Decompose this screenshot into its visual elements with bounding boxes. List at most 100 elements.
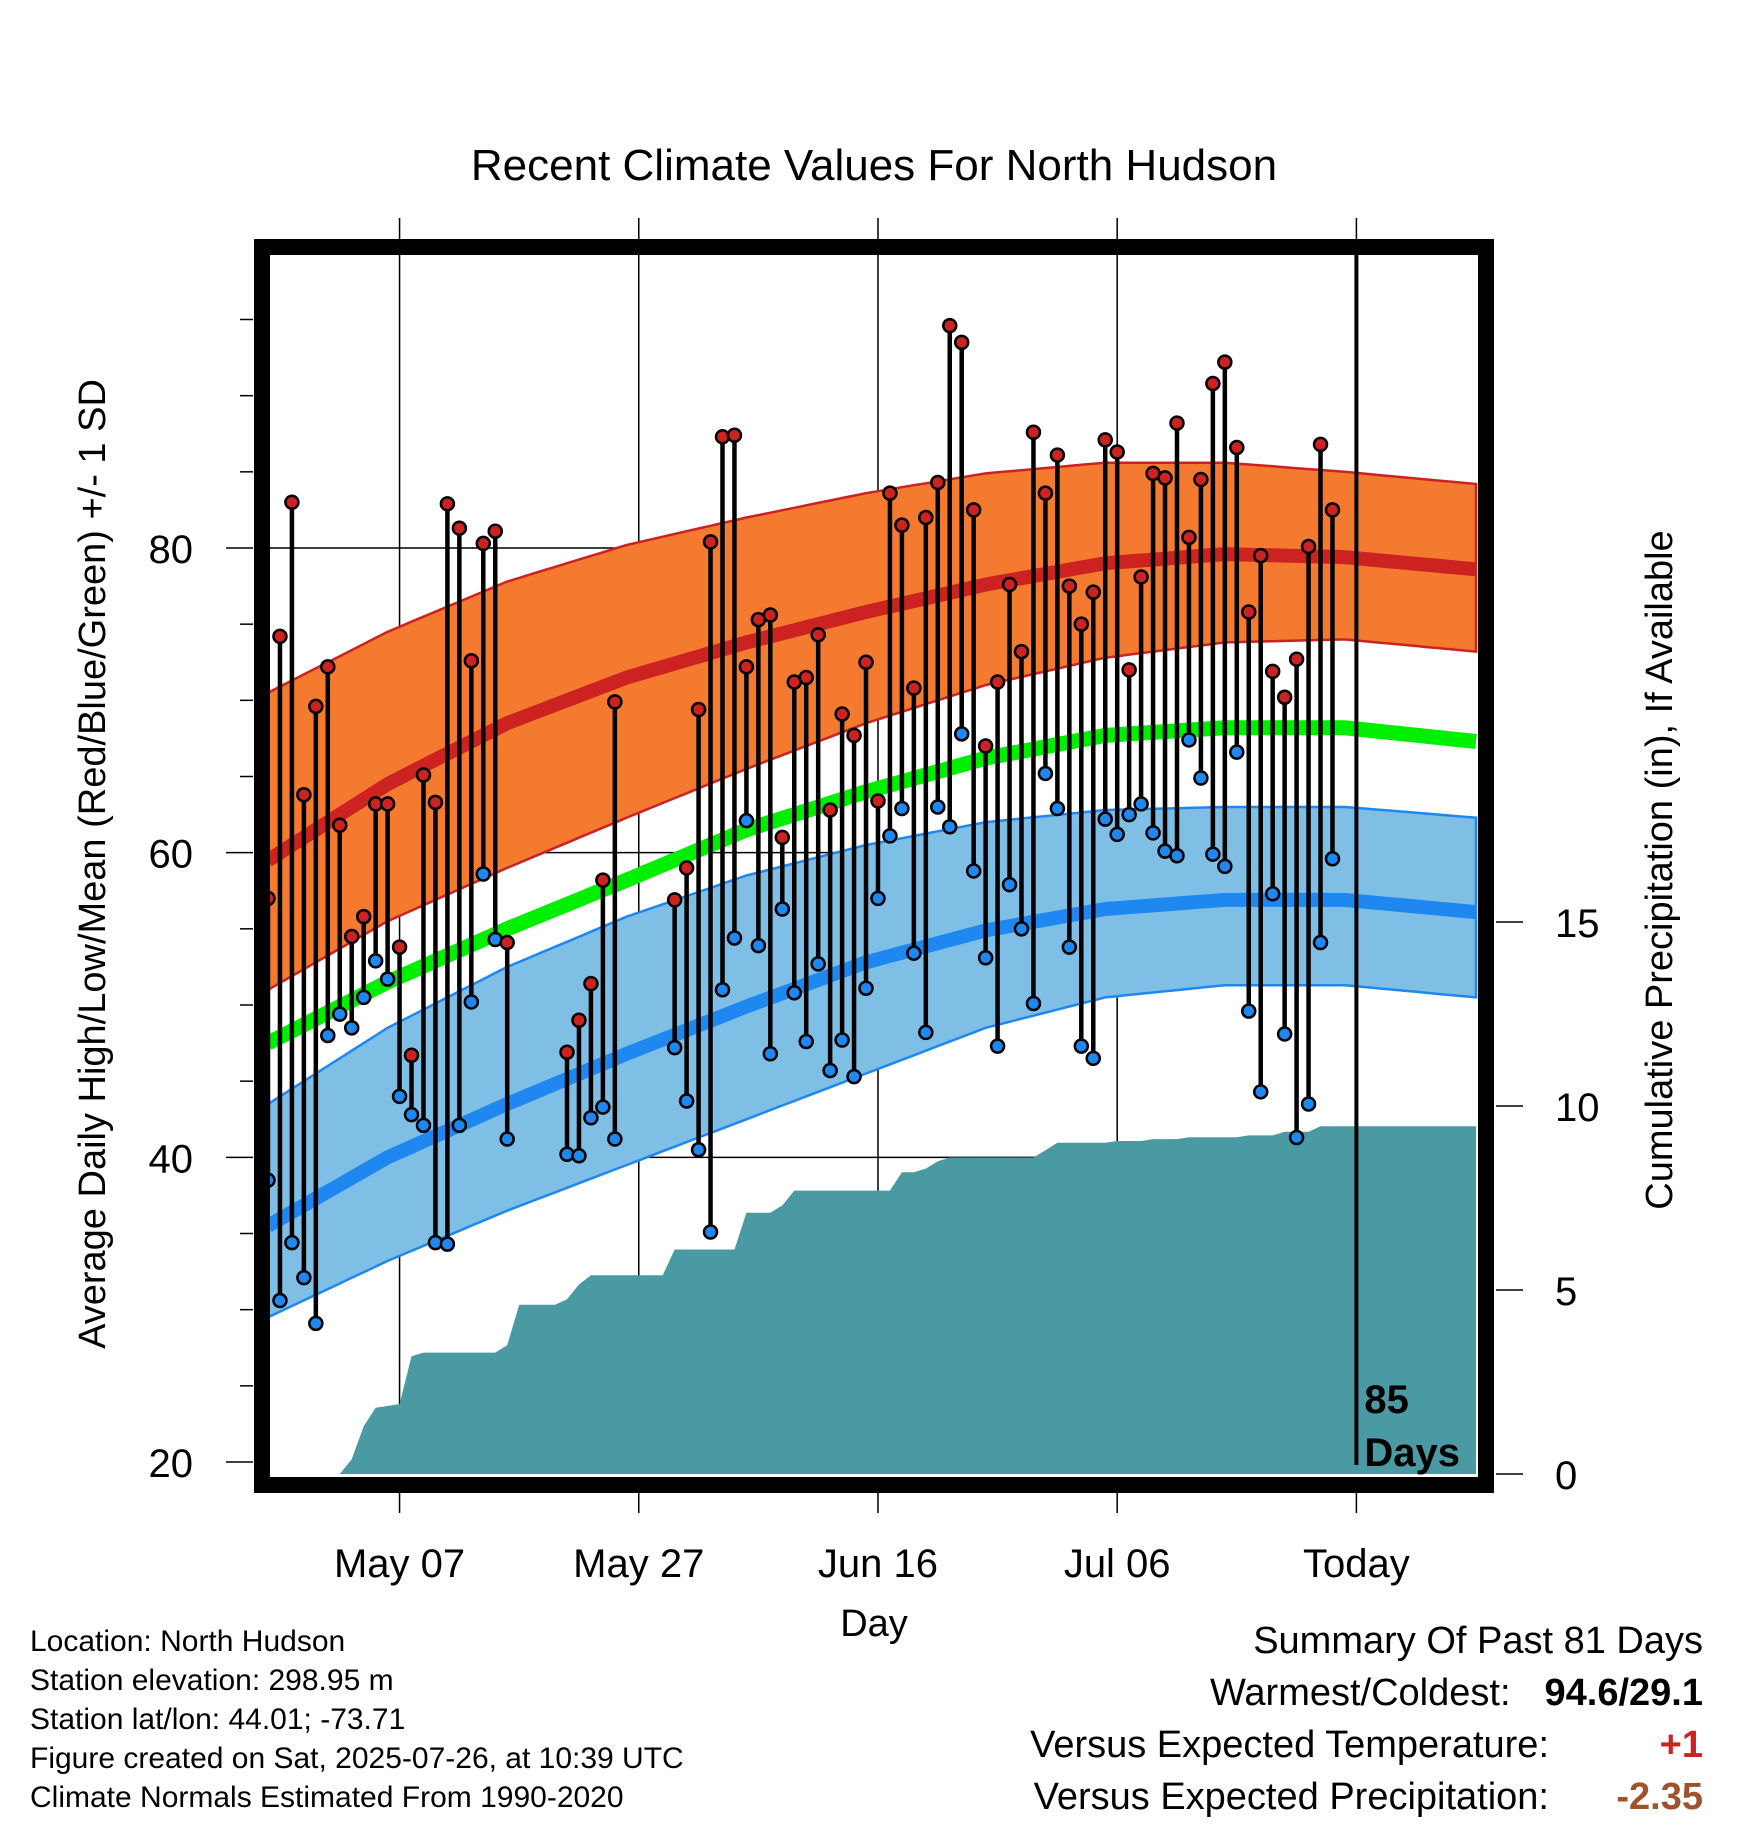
x-tick-label-0: May 07 bbox=[334, 1542, 465, 1586]
low-point-81 bbox=[1324, 851, 1341, 867]
high-point-26 bbox=[666, 892, 683, 908]
low-point-63 bbox=[1109, 826, 1125, 843]
low-point-45 bbox=[894, 800, 910, 817]
low-point-55 bbox=[1013, 921, 1030, 937]
warmest-value: 94.6/29.1 bbox=[1544, 1672, 1703, 1714]
temp-vs-expected-row: Versus Expected Temperature: +1 bbox=[1030, 1724, 1703, 1776]
y-axis-ticks: 20 40 60 80 bbox=[149, 318, 253, 1486]
high-point-72 bbox=[1217, 354, 1233, 370]
x-tick-label-1: May 27 bbox=[573, 1542, 704, 1586]
low-point-79 bbox=[1300, 1096, 1317, 1112]
low-point-40 bbox=[834, 1032, 850, 1048]
x-tick-label-4: Today bbox=[1303, 1542, 1410, 1586]
high-point-16 bbox=[451, 520, 468, 536]
low-point-71 bbox=[1205, 846, 1221, 862]
plot-frame bbox=[254, 239, 1494, 1493]
high-point-19 bbox=[487, 523, 503, 539]
high-point-57 bbox=[1037, 485, 1054, 501]
y2-tick-label-0: 0 bbox=[1555, 1454, 1577, 1498]
low-point-74 bbox=[1241, 1003, 1257, 1019]
high-point-6 bbox=[332, 817, 348, 833]
y2-tick-label-3: 15 bbox=[1555, 902, 1600, 946]
y2-tick-label-2: 10 bbox=[1555, 1086, 1600, 1130]
high-point-62 bbox=[1097, 432, 1113, 448]
high-point-40 bbox=[834, 706, 850, 722]
high-point-3 bbox=[296, 787, 312, 803]
normals-text: Climate Normals Estimated From 1990-2020 bbox=[30, 1781, 624, 1814]
high-point-34 bbox=[762, 607, 779, 623]
low-point-6 bbox=[332, 1006, 348, 1022]
low-point-9 bbox=[367, 953, 384, 969]
temp-label: Versus Expected Temperature: bbox=[1030, 1724, 1549, 1766]
high-point-70 bbox=[1193, 471, 1209, 488]
low-point-76 bbox=[1264, 886, 1281, 902]
low-point-44 bbox=[882, 828, 898, 844]
high-point-35 bbox=[774, 829, 791, 846]
x-axis-ticks: May 07 May 27 Jun 16 Jul 06 Today bbox=[334, 218, 1410, 1586]
low-point-5 bbox=[320, 1027, 336, 1044]
y-axis-title: Average Daily High/Low/Mean (Red/Blue/Gr… bbox=[72, 379, 114, 1349]
high-point-25 bbox=[607, 694, 623, 710]
low-point-41 bbox=[846, 1068, 862, 1085]
low-point-65 bbox=[1133, 796, 1149, 812]
low-point-80 bbox=[1312, 934, 1329, 951]
low-point-1 bbox=[272, 1292, 288, 1309]
high-point-81 bbox=[1324, 502, 1341, 518]
low-point-29 bbox=[702, 1224, 719, 1240]
low-point-77 bbox=[1276, 1026, 1293, 1042]
high-point-49 bbox=[941, 317, 958, 334]
high-point-13 bbox=[415, 767, 432, 783]
high-point-43 bbox=[870, 793, 886, 809]
low-point-22 bbox=[571, 1148, 587, 1164]
high-point-2 bbox=[284, 494, 300, 511]
high-point-73 bbox=[1229, 439, 1245, 456]
high-point-80 bbox=[1312, 436, 1329, 453]
low-point-31 bbox=[726, 930, 743, 946]
high-point-79 bbox=[1300, 538, 1317, 555]
low-point-3 bbox=[296, 1269, 312, 1286]
high-point-45 bbox=[894, 517, 910, 533]
high-point-39 bbox=[822, 802, 838, 818]
low-point-4 bbox=[308, 1315, 324, 1332]
precipitation-area bbox=[268, 1126, 1476, 1474]
high-point-60 bbox=[1073, 616, 1090, 632]
high-point-44 bbox=[882, 485, 898, 501]
low-point-32 bbox=[738, 812, 755, 829]
low-point-56 bbox=[1025, 995, 1042, 1012]
low-point-59 bbox=[1061, 939, 1078, 955]
high-point-15 bbox=[439, 496, 456, 512]
high-point-77 bbox=[1276, 689, 1293, 706]
y-tick-label-3: 80 bbox=[149, 528, 194, 572]
high-point-51 bbox=[965, 502, 982, 518]
high-point-27 bbox=[678, 860, 695, 876]
low-point-52 bbox=[977, 950, 994, 966]
low-point-46 bbox=[906, 945, 922, 961]
low-point-33 bbox=[750, 937, 767, 954]
high-point-71 bbox=[1205, 375, 1221, 392]
low-point-10 bbox=[379, 971, 396, 987]
high-point-32 bbox=[738, 659, 755, 675]
low-point-7 bbox=[343, 1020, 360, 1036]
low-point-43 bbox=[870, 890, 886, 907]
high-point-65 bbox=[1133, 569, 1149, 585]
low-point-60 bbox=[1073, 1038, 1090, 1054]
low-point-72 bbox=[1217, 858, 1233, 875]
low-point-64 bbox=[1121, 806, 1137, 823]
high-point-76 bbox=[1264, 663, 1281, 680]
low-point-78 bbox=[1288, 1129, 1305, 1146]
low-point-50 bbox=[953, 726, 970, 742]
high-point-61 bbox=[1085, 584, 1102, 600]
high-point-5 bbox=[320, 659, 336, 675]
high-point-46 bbox=[906, 680, 922, 696]
low-point-26 bbox=[666, 1039, 683, 1056]
low-point-12 bbox=[403, 1106, 420, 1123]
low-point-37 bbox=[798, 1033, 814, 1050]
low-point-42 bbox=[858, 980, 874, 996]
low-point-53 bbox=[989, 1038, 1006, 1054]
low-point-51 bbox=[965, 863, 982, 879]
high-point-7 bbox=[343, 928, 360, 945]
high-point-23 bbox=[583, 975, 599, 992]
warmest-coldest-row: Warmest/Coldest: 94.6/29.1 bbox=[1030, 1672, 1703, 1724]
low-point-61 bbox=[1085, 1050, 1102, 1067]
